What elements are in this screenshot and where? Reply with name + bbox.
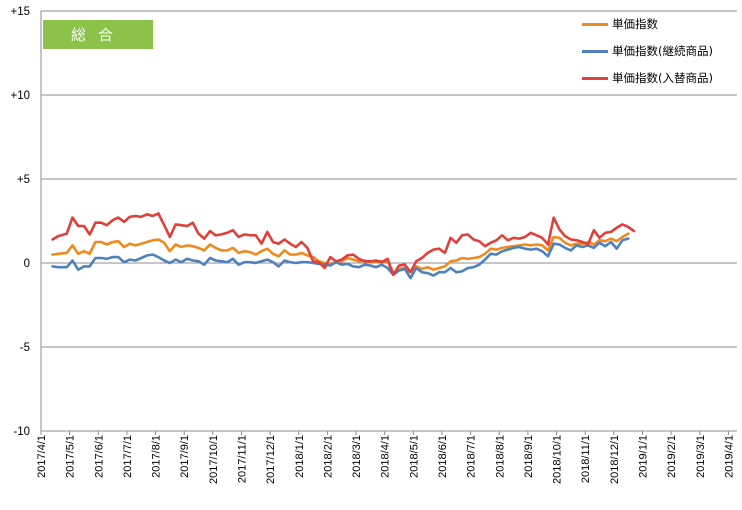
- y-tick-label: -5: [20, 342, 30, 354]
- x-tick-label: 2017/6/1: [93, 435, 105, 478]
- x-tick-label: 2019/4/1: [723, 435, 735, 478]
- legend-item: 単価指数(継続商品): [582, 43, 713, 59]
- grid-lines: [41, 10, 737, 348]
- series-line: [51, 212, 636, 277]
- x-tick-label: 2017/9/1: [179, 435, 191, 478]
- axes: [40, 11, 737, 435]
- category-badge: 総合: [43, 20, 153, 49]
- x-tick-label: 2017/5/1: [65, 435, 77, 478]
- x-tick-label: 2019/3/1: [695, 435, 707, 478]
- x-tick-label: 2017/8/1: [151, 435, 163, 478]
- legend: 単価指数単価指数(継続商品) 単価指数(入替商品): [582, 16, 713, 97]
- x-tick-label: 2018/5/1: [408, 435, 420, 478]
- x-tick-label: 2017/10/1: [208, 435, 220, 484]
- x-tick-label: 2018/3/1: [351, 435, 363, 478]
- series-lines: [51, 212, 636, 280]
- x-tick-label: 2017/4/1: [36, 435, 48, 478]
- y-tick-label: +5: [17, 174, 30, 186]
- x-tick-labels: 2017/4/1 2017/5/1 2017/6/1 2017/7/1 2017/8/1…: [36, 435, 735, 484]
- x-tick-label: 2018/7/1: [466, 435, 478, 478]
- y-tick-label: +10: [10, 90, 30, 102]
- y-tick-label: -10: [13, 426, 30, 438]
- x-tick-label: 2017/11/1: [236, 435, 248, 483]
- x-tick-label: 2019/1/1: [637, 435, 649, 478]
- x-tick-label: 2019/2/1: [666, 435, 678, 478]
- x-tick-label: 2018/10/1: [552, 435, 564, 484]
- legend-label: 単価指数: [612, 17, 658, 31]
- legend-label: 単価指数(入替商品): [612, 71, 713, 85]
- legend-swatch: [582, 22, 608, 26]
- x-tick-label: 2018/9/1: [523, 435, 535, 478]
- series-line: [51, 232, 630, 275]
- legend-swatch: [582, 76, 608, 80]
- x-tick-label: 2018/2/1: [322, 435, 334, 478]
- x-tick-label: 2017/12/1: [265, 435, 277, 484]
- y-tick-label: 0: [24, 258, 30, 270]
- x-tick-label: 2018/4/1: [380, 435, 392, 478]
- x-tick-label: 2018/8/1: [494, 435, 506, 478]
- x-tick-label: 2018/1/1: [294, 435, 306, 478]
- x-tick-label: 2018/6/1: [437, 435, 449, 478]
- x-tick-label: 2018/11/1: [580, 435, 592, 483]
- legend-swatch: [582, 49, 608, 53]
- y-tick-label: +15: [10, 6, 30, 18]
- x-tick-label: 2017/7/1: [122, 435, 134, 478]
- series-line: [51, 237, 630, 280]
- legend-item: 単価指数(入替商品): [582, 70, 713, 86]
- x-tick-label: 2018/12/1: [609, 435, 621, 484]
- legend-item: 単価指数: [582, 16, 713, 32]
- legend-label: 単価指数(継続商品): [612, 44, 713, 58]
- y-tick-labels: +15 +10 +5 0 -5 -10: [10, 6, 30, 438]
